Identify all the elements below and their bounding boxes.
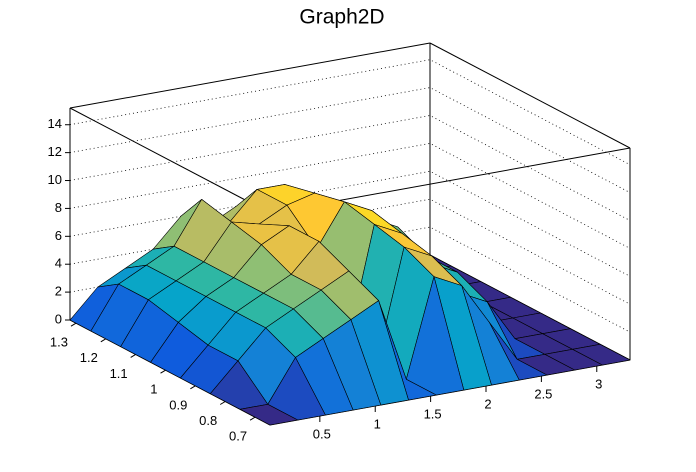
y-tick-label: 1 [150,382,157,397]
y-tick [219,401,226,405]
y-tick-label: 1.1 [110,366,128,381]
y-tick [160,369,166,374]
surface-cell [239,403,299,426]
box-edge [69,42,431,109]
y-tick [70,322,77,327]
y-tick [190,385,196,390]
z-tick-label: 14 [48,116,62,131]
x-tick-label: 1.5 [424,406,442,421]
box-edge [429,42,631,149]
grid-line [69,59,631,166]
chart-title: Graph2D [299,6,384,29]
x-tick-label: 3 [595,376,602,391]
z-tick-label: 10 [48,172,62,187]
grid-line [69,87,631,193]
z-tick-label: 4 [55,256,62,271]
grid-line [69,142,631,249]
y-tick-label: 0.7 [229,429,247,444]
y-tick-label: 0.9 [169,397,187,412]
y-tick [130,354,136,358]
z-tick-label: 0 [55,311,62,326]
grid-line [69,226,631,333]
z-tick-label: 12 [48,144,62,159]
y-tick [100,338,107,343]
x-tick-label: 1 [374,416,381,431]
z-tick-label: 2 [55,284,62,299]
y-tick-label: 1.2 [80,350,98,365]
y-tick [249,416,256,421]
y-tick-label: 0.8 [199,413,217,428]
grid-line [69,198,631,305]
x-tick-label: 0.5 [313,426,331,441]
grid-line [69,115,631,221]
x-tick-label: 2.5 [534,386,552,401]
grid-line [69,170,631,277]
z-tick-label: 8 [55,200,62,215]
z-tick-label: 6 [55,228,62,243]
x-tick-label: 2 [484,396,491,411]
box-edge [69,107,271,214]
y-tick-label: 1.3 [50,335,68,350]
